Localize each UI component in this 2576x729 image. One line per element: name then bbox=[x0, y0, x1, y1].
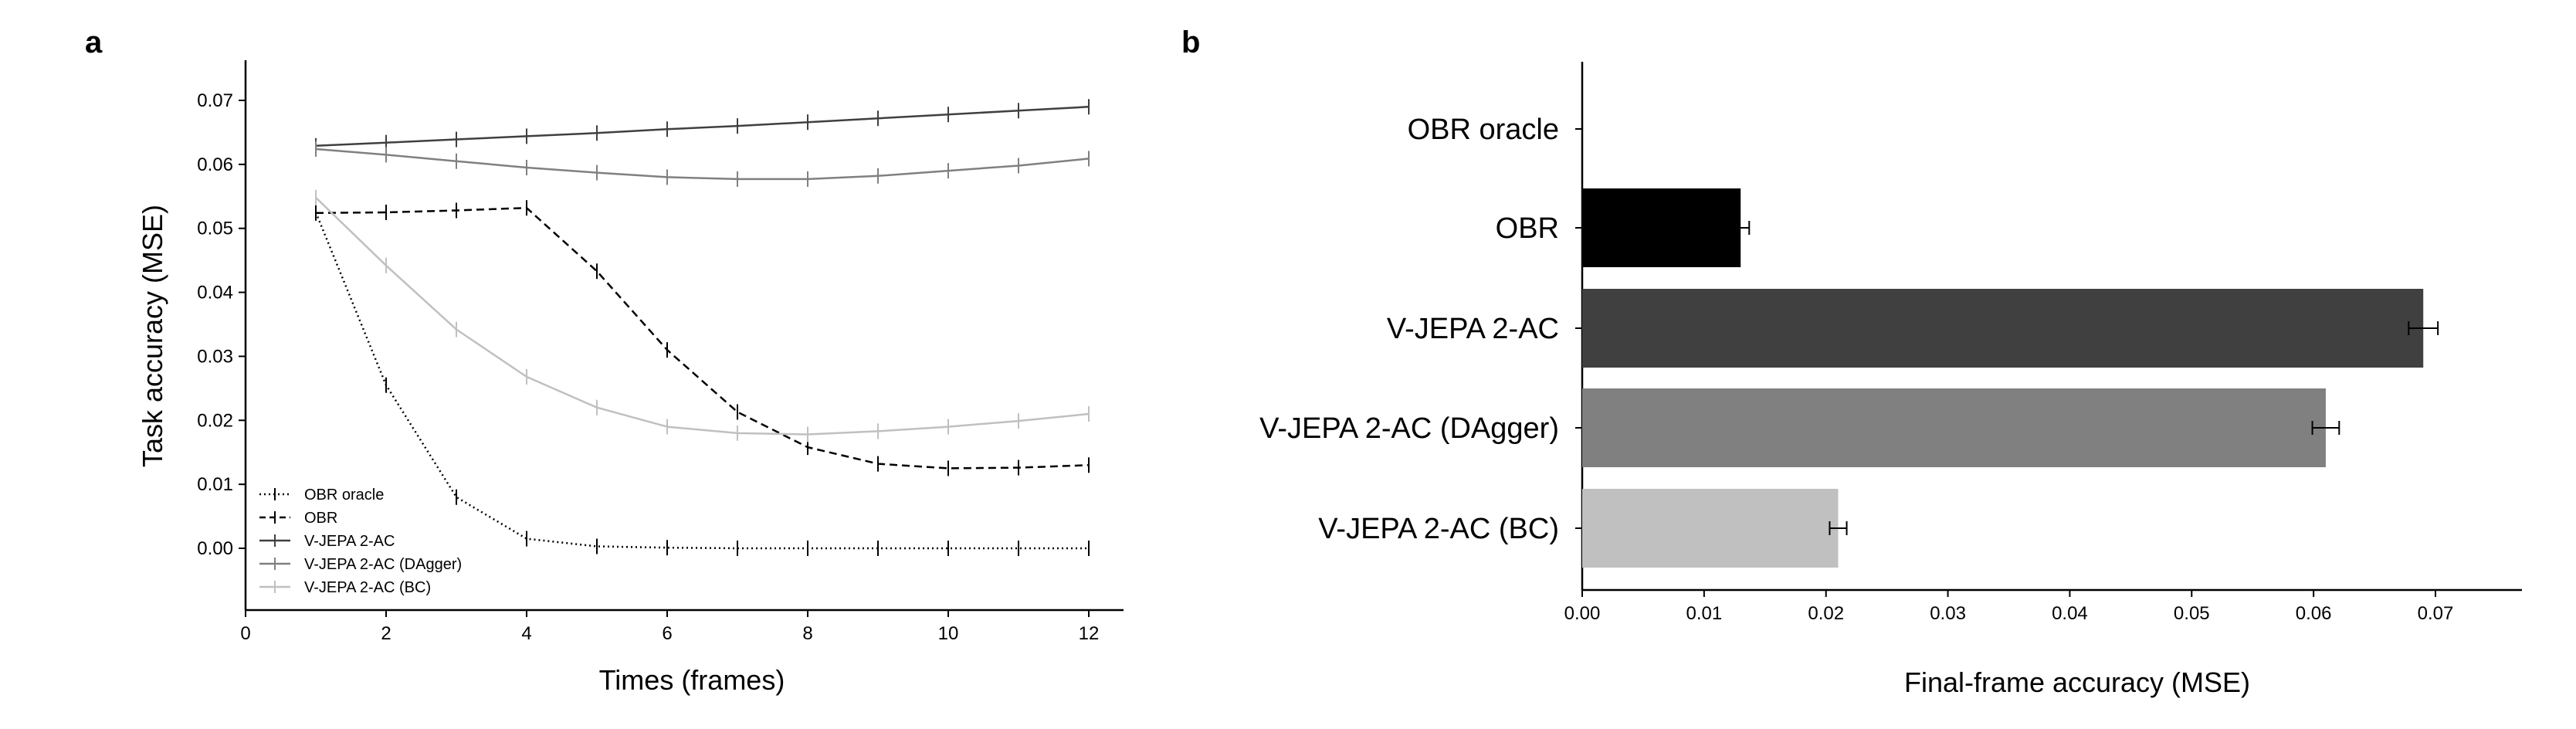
panel-label-b: b bbox=[1181, 25, 1200, 59]
y-tick-label: 0.03 bbox=[197, 346, 233, 367]
legend: OBR oracle OBR V-JEPA 2-AC V-JEPA 2-AC (… bbox=[259, 487, 462, 596]
legend-item-obr: OBR bbox=[259, 510, 337, 527]
bar-v-jepa-2-ac bbox=[1582, 289, 2439, 368]
y-axis-label: Task accuracy (MSE) bbox=[137, 205, 168, 467]
series-line bbox=[315, 106, 1090, 147]
category-label: V-JEPA 2-AC bbox=[1387, 313, 1559, 345]
x-tick-label: 12 bbox=[1079, 623, 1100, 644]
x-axis-label: Final-frame accuracy (MSE) bbox=[1904, 666, 2250, 698]
x-tick-label: 0.07 bbox=[2418, 603, 2454, 624]
x-tick-label: 6 bbox=[662, 623, 672, 644]
bar-obr bbox=[1582, 188, 1751, 267]
x-tick-label: 0.01 bbox=[1686, 603, 1722, 624]
category-label: V-JEPA 2-AC (DAgger) bbox=[1259, 412, 1559, 445]
bar-rect bbox=[1582, 489, 1839, 568]
series-v-jepa-2-ac-dagger bbox=[315, 141, 1090, 187]
x-tick-label: 4 bbox=[521, 623, 531, 644]
category-label: OBR bbox=[1496, 212, 1559, 245]
bar-v-jepa-2-ac-dagger bbox=[1582, 388, 2340, 467]
x-axis-label: Times (frames) bbox=[599, 664, 785, 696]
series-v-jepa-2-ac bbox=[315, 99, 1090, 154]
bar-rect bbox=[1582, 289, 2424, 368]
category-label: OBR oracle bbox=[1408, 114, 1559, 146]
legend-label: OBR oracle bbox=[304, 487, 384, 504]
x-tick-label: 0.00 bbox=[1564, 603, 1601, 624]
x-tick-label: 0.05 bbox=[2174, 603, 2210, 624]
line-chart: 0.00 0.01 0.02 0.03 0.04 0.05 0.06 0.07 0 2 4 6 8 10… bbox=[137, 60, 1124, 696]
category-label: V-JEPA 2-AC (BC) bbox=[1318, 513, 1559, 545]
x-tick-label: 0 bbox=[240, 623, 250, 644]
bar-v-jepa-2-ac-bc bbox=[1582, 489, 1848, 568]
legend-label: V-JEPA 2-AC bbox=[304, 533, 395, 550]
x-tick-label: 2 bbox=[381, 623, 391, 644]
bar-chart: 0.00 0.01 0.02 0.03 0.04 0.05 0.06 0.07 OBR ora… bbox=[1259, 62, 2522, 698]
panel-label-a: a bbox=[85, 25, 103, 59]
legend-item-obr-oracle: OBR oracle bbox=[259, 487, 384, 504]
series-line bbox=[315, 197, 1090, 436]
y-tick-label: 0.07 bbox=[197, 90, 233, 111]
y-tick-label: 0.04 bbox=[197, 283, 233, 303]
x-tick-label: 8 bbox=[802, 623, 812, 644]
y-tick-label: 0.05 bbox=[197, 219, 233, 239]
bar-rect bbox=[1582, 388, 2326, 467]
legend-item-vjepa-ac-dagger: V-JEPA 2-AC (DAgger) bbox=[259, 556, 462, 573]
y-tick-label: 0.00 bbox=[197, 538, 233, 559]
legend-item-vjepa-ac: V-JEPA 2-AC bbox=[259, 533, 395, 550]
series-line bbox=[315, 147, 1090, 181]
legend-label: OBR bbox=[304, 510, 337, 527]
y-tick-label: 0.06 bbox=[197, 154, 233, 175]
series-obr bbox=[315, 200, 1090, 476]
x-tick-label: 10 bbox=[938, 623, 959, 644]
x-tick-label: 0.04 bbox=[2052, 603, 2088, 624]
bar-rect bbox=[1582, 188, 1741, 267]
legend-label: V-JEPA 2-AC (BC) bbox=[304, 579, 431, 596]
legend-item-vjepa-ac-bc: V-JEPA 2-AC (BC) bbox=[259, 579, 431, 596]
x-tick-label: 0.03 bbox=[1930, 603, 1966, 624]
series-line bbox=[315, 206, 1090, 470]
legend-label: V-JEPA 2-AC (DAgger) bbox=[304, 556, 462, 573]
x-tick-label: 0.02 bbox=[1808, 603, 1844, 624]
series-line bbox=[314, 212, 1089, 550]
y-tick-label: 0.01 bbox=[197, 474, 233, 495]
y-tick-label: 0.02 bbox=[197, 410, 233, 431]
series-v-jepa-2-ac-bc bbox=[315, 189, 1090, 442]
x-tick-label: 0.06 bbox=[2296, 603, 2332, 624]
